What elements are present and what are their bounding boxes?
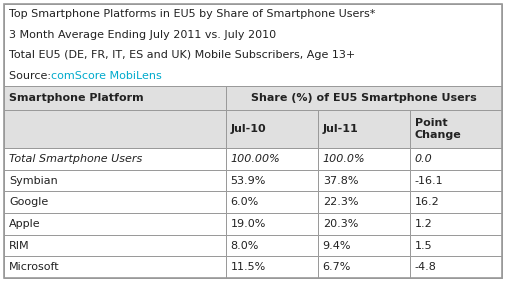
Text: 6.7%: 6.7% xyxy=(322,262,350,272)
Bar xyxy=(4,213,225,235)
Bar xyxy=(225,191,317,213)
Text: -16.1: -16.1 xyxy=(414,175,442,186)
Bar xyxy=(317,213,409,235)
Text: comScore MobiLens: comScore MobiLens xyxy=(51,71,162,81)
Text: Top Smartphone Platforms in EU5 by Share of Smartphone Users*: Top Smartphone Platforms in EU5 by Share… xyxy=(9,9,375,19)
Bar xyxy=(225,213,317,235)
Text: 100.00%: 100.00% xyxy=(230,154,280,164)
Bar xyxy=(4,86,225,110)
Text: 22.3%: 22.3% xyxy=(322,197,358,207)
Text: Smartphone Platform: Smartphone Platform xyxy=(9,93,143,103)
Bar xyxy=(409,191,501,213)
Bar xyxy=(317,110,409,148)
Text: Source:: Source: xyxy=(9,71,55,81)
Bar xyxy=(409,110,501,148)
Text: 100.0%: 100.0% xyxy=(322,154,365,164)
Bar xyxy=(409,256,501,278)
Text: Apple: Apple xyxy=(9,219,40,229)
Bar xyxy=(225,110,317,148)
Text: Change: Change xyxy=(414,129,461,140)
Bar xyxy=(225,235,317,256)
Text: 37.8%: 37.8% xyxy=(322,175,358,186)
Text: Total Smartphone Users: Total Smartphone Users xyxy=(9,154,142,164)
Bar xyxy=(4,170,225,191)
Bar xyxy=(409,170,501,191)
Text: 9.4%: 9.4% xyxy=(322,241,350,250)
Bar xyxy=(4,110,225,148)
Text: 1.2: 1.2 xyxy=(414,219,432,229)
Text: Symbian: Symbian xyxy=(9,175,58,186)
Bar xyxy=(225,148,317,170)
Bar xyxy=(225,256,317,278)
Text: RIM: RIM xyxy=(9,241,30,250)
Text: Total EU5 (DE, FR, IT, ES and UK) Mobile Subscribers, Age 13+: Total EU5 (DE, FR, IT, ES and UK) Mobile… xyxy=(9,50,355,60)
Bar xyxy=(317,148,409,170)
Text: 8.0%: 8.0% xyxy=(230,241,259,250)
Text: 6.0%: 6.0% xyxy=(230,197,259,207)
Bar xyxy=(225,86,501,110)
Text: Share (%) of EU5 Smartphone Users: Share (%) of EU5 Smartphone Users xyxy=(250,93,476,103)
Text: 53.9%: 53.9% xyxy=(230,175,266,186)
Bar xyxy=(409,235,501,256)
Text: -4.8: -4.8 xyxy=(414,262,436,272)
Bar xyxy=(409,213,501,235)
Bar xyxy=(4,148,225,170)
Bar xyxy=(317,191,409,213)
Bar xyxy=(4,4,501,86)
Text: Jul-10: Jul-10 xyxy=(230,124,266,134)
Text: Google: Google xyxy=(9,197,48,207)
Text: Point: Point xyxy=(414,118,446,129)
Bar xyxy=(4,256,225,278)
Text: 0.0: 0.0 xyxy=(414,154,432,164)
Bar xyxy=(4,235,225,256)
Text: 16.2: 16.2 xyxy=(414,197,439,207)
Text: Microsoft: Microsoft xyxy=(9,262,60,272)
Bar xyxy=(317,170,409,191)
Text: 3 Month Average Ending July 2011 vs. July 2010: 3 Month Average Ending July 2011 vs. Jul… xyxy=(9,30,276,40)
Bar xyxy=(409,148,501,170)
Text: Jul-11: Jul-11 xyxy=(322,124,358,134)
Text: 20.3%: 20.3% xyxy=(322,219,358,229)
Bar xyxy=(317,256,409,278)
Bar xyxy=(4,191,225,213)
Text: 1.5: 1.5 xyxy=(414,241,432,250)
Bar xyxy=(225,170,317,191)
Text: 19.0%: 19.0% xyxy=(230,219,266,229)
Text: 11.5%: 11.5% xyxy=(230,262,265,272)
Bar xyxy=(317,235,409,256)
